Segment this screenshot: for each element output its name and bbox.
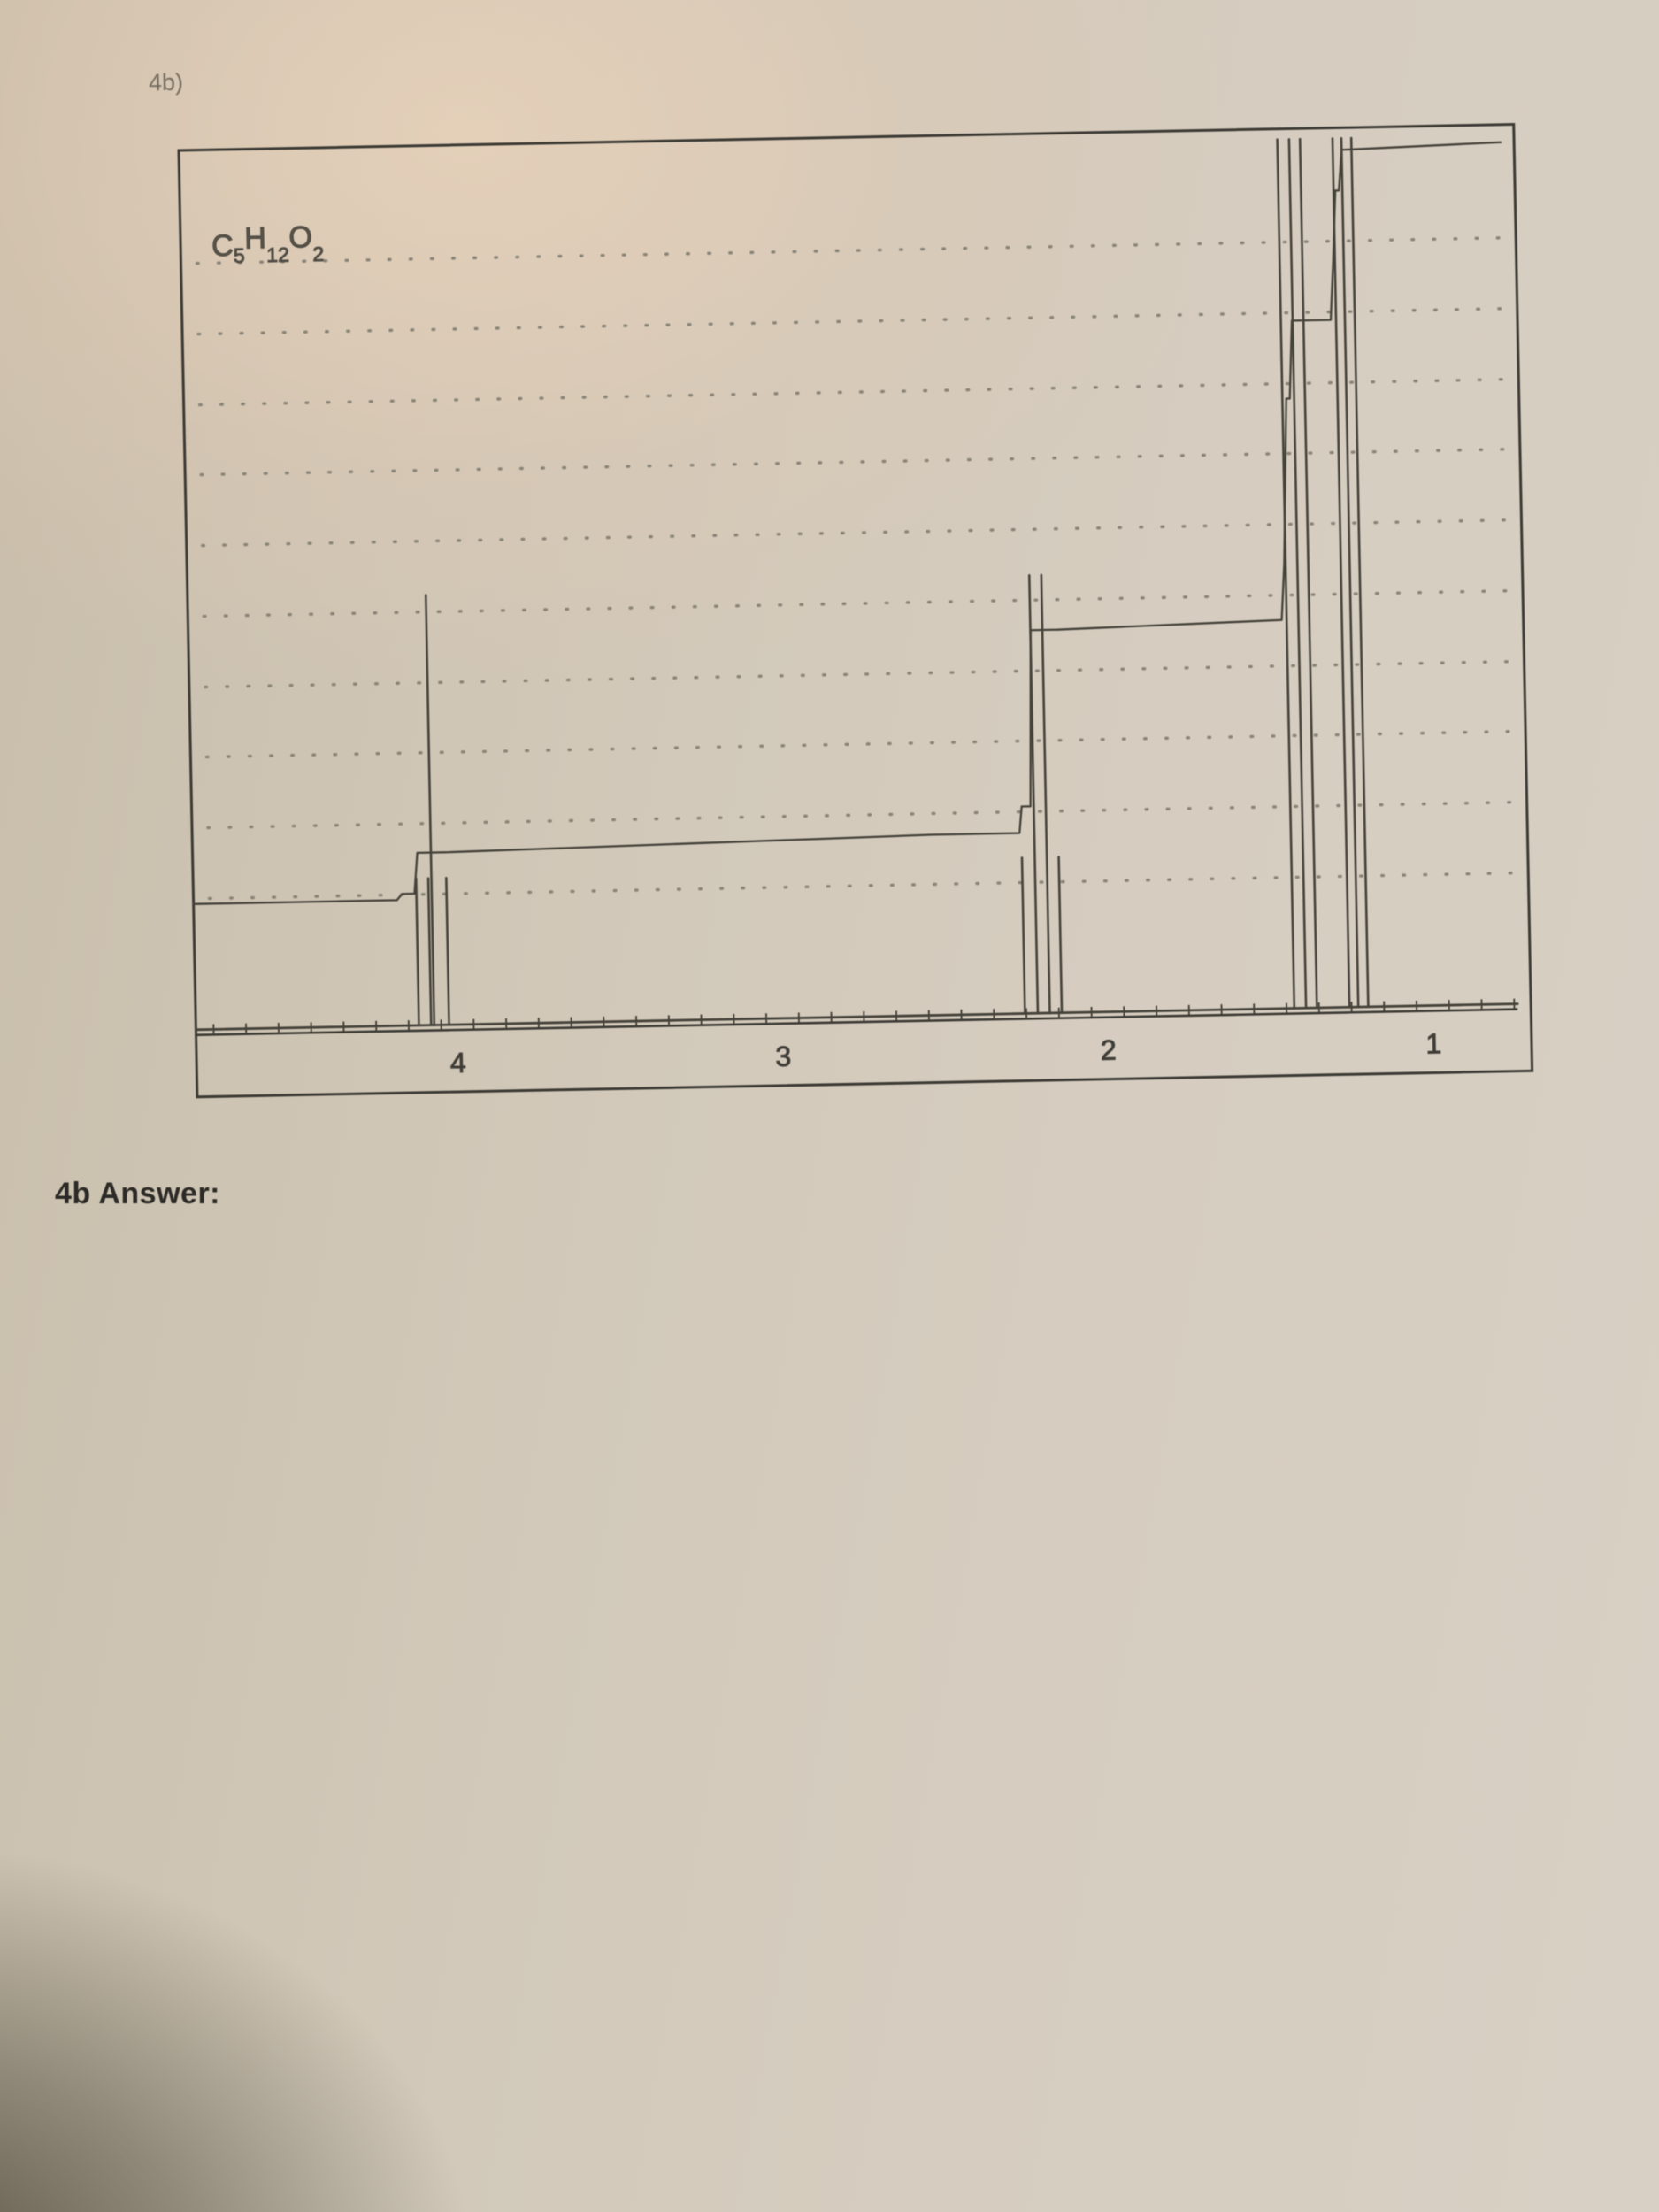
svg-text:2: 2 bbox=[1101, 1033, 1117, 1065]
svg-text:4: 4 bbox=[450, 1047, 466, 1079]
svg-text:C5H12O2: C5H12O2 bbox=[211, 220, 325, 267]
svg-text:1: 1 bbox=[1425, 1027, 1441, 1059]
svg-text:3: 3 bbox=[775, 1041, 791, 1072]
